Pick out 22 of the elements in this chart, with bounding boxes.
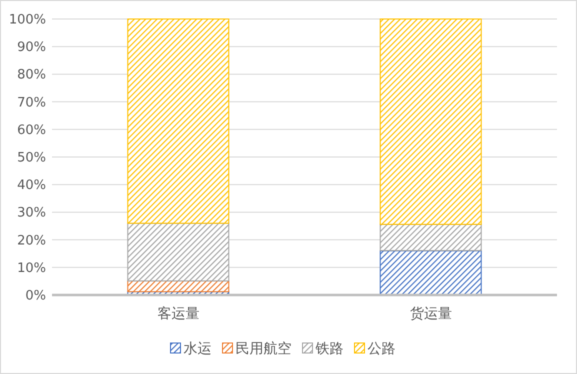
x-tick-label: 货运量	[410, 306, 452, 322]
y-tick-label: 20%	[17, 233, 46, 248]
y-tick-label: 50%	[17, 150, 46, 166]
y-tick-label: 60%	[17, 122, 46, 138]
bar	[127, 222, 230, 282]
y-tick-label: 30%	[17, 206, 46, 221]
y-tick-label: 90%	[17, 40, 46, 56]
bar	[380, 18, 482, 225]
y-tick-label: 80%	[17, 68, 46, 83]
bar	[380, 224, 482, 252]
y-tick-label: 10%	[17, 260, 46, 276]
legend-label: 水运	[184, 341, 212, 357]
y-tick-label: 100%	[8, 12, 46, 28]
y-tick-label: 70%	[17, 95, 46, 110]
bar	[127, 18, 230, 224]
y-tick-label: 0%	[25, 288, 46, 304]
y-tick-label: 40%	[17, 178, 46, 194]
bar	[380, 250, 482, 296]
legend-label: 民用航空	[236, 341, 292, 357]
legend-label: 铁路	[314, 341, 344, 357]
x-tick-label: 客运量	[157, 306, 200, 322]
legend-label: 公路	[368, 341, 396, 357]
